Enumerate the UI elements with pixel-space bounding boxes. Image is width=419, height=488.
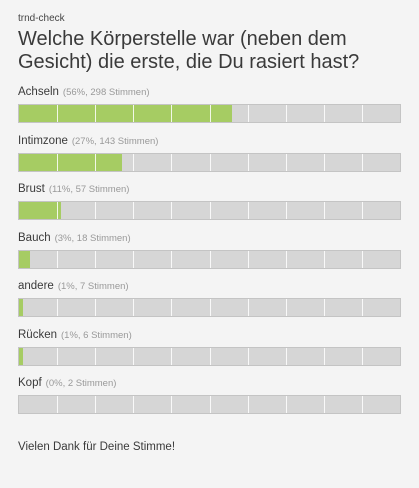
bar-gridline: [95, 396, 97, 413]
option-stats: (27%, 143 Stimmen): [71, 135, 159, 147]
poll-option-andere: andere (1%, 7 Stimmen): [18, 279, 401, 328]
bar-gridline: [95, 250, 97, 268]
bar-gridline: [171, 153, 173, 171]
bar-gridline: [133, 347, 135, 365]
bar-gridline: [285, 153, 287, 171]
bar-gridline: [285, 250, 287, 268]
result-bar-fill: [19, 250, 31, 268]
bar-gridline: [323, 299, 325, 316]
bar-gridline: [361, 396, 363, 413]
thank-you-message: Vielen Dank für Deine Stimme!: [18, 441, 176, 453]
bar-gridline: [247, 299, 249, 316]
result-bar: [18, 201, 401, 220]
bar-gridline: [133, 153, 135, 171]
bar-gridlines: [19, 250, 400, 268]
bar-gridline: [323, 153, 325, 171]
bar-gridline: [323, 250, 325, 268]
bar-gridline: [285, 347, 287, 365]
result-bar-fill: [19, 299, 23, 316]
result-bar: [18, 152, 401, 172]
bar-gridlines: [19, 202, 400, 219]
bar-gridline: [133, 250, 135, 268]
option-label: andere: [18, 280, 54, 292]
result-bar-fill: [19, 153, 122, 171]
bar-gridline: [95, 202, 97, 219]
bar-gridline: [323, 347, 325, 365]
poll-option-brust: Brust (11%, 57 Stimmen): [18, 182, 401, 231]
poll-option-ruecken: Rücken (1%, 6 Stimmen): [18, 328, 401, 377]
poll-option-bauch: Bauch (3%, 18 Stimmen): [18, 231, 401, 280]
result-bar-fill: [19, 105, 233, 122]
bar-gridline: [285, 105, 287, 122]
bar-gridline: [133, 202, 135, 219]
bar-gridline: [209, 347, 211, 365]
option-stats: (0%, 2 Stimmen): [45, 378, 117, 389]
bar-gridline: [133, 299, 135, 316]
option-label: Bauch: [18, 231, 51, 244]
result-bar: [18, 395, 401, 414]
bar-gridline: [247, 396, 249, 413]
option-stats: (1%, 7 Stimmen): [57, 281, 129, 292]
option-stats: (3%, 18 Stimmen): [54, 232, 131, 244]
result-bar: [18, 249, 401, 269]
bar-gridline: [57, 347, 59, 365]
bar-gridline: [171, 202, 173, 219]
bar-gridline: [171, 250, 173, 268]
option-label: Rücken: [18, 328, 57, 341]
bar-gridline: [361, 105, 363, 122]
poll-option-achseln: Achseln (56%, 298 Stimmen): [18, 85, 401, 134]
bar-gridline: [247, 347, 249, 365]
bar-gridline: [57, 250, 59, 268]
bar-gridline: [285, 299, 287, 316]
bar-gridline: [323, 105, 325, 122]
option-stats: (1%, 6 Stimmen): [61, 329, 132, 341]
option-label: Intimzone: [18, 134, 68, 147]
bar-gridline: [133, 396, 135, 413]
bar-gridline: [209, 299, 211, 316]
bar-gridline: [95, 299, 97, 316]
bar-gridline: [171, 299, 173, 316]
bar-gridlines: [19, 396, 400, 413]
option-stats: (56%, 298 Stimmen): [62, 87, 150, 98]
bar-gridline: [285, 396, 287, 413]
bar-gridline: [209, 396, 211, 413]
bar-gridline: [323, 396, 325, 413]
bar-gridline: [95, 347, 97, 365]
option-label: Achseln: [18, 86, 59, 98]
result-bar-fill: [19, 347, 23, 365]
bar-gridline: [209, 202, 211, 219]
bar-gridline: [361, 299, 363, 316]
bar-gridline: [247, 202, 249, 219]
bar-gridline: [361, 153, 363, 171]
bar-gridline: [171, 347, 173, 365]
result-bar: [18, 346, 401, 366]
bar-gridline: [361, 202, 363, 219]
bar-gridline: [285, 202, 287, 219]
bar-gridlines: [19, 347, 400, 365]
poll-source: trnd-check: [18, 13, 65, 24]
bar-gridline: [247, 250, 249, 268]
bar-gridline: [209, 153, 211, 171]
option-label: Kopf: [18, 377, 42, 389]
bar-gridline: [323, 202, 325, 219]
option-stats: (11%, 57 Stimmen): [48, 184, 130, 195]
bar-gridlines: [19, 299, 400, 316]
poll-question: Welche Körperstelle war (neben dem Gesic…: [18, 28, 360, 73]
bar-gridline: [361, 347, 363, 365]
poll-option-kopf: Kopf (0%, 2 Stimmen): [18, 376, 401, 425]
bar-gridline: [171, 396, 173, 413]
bar-gridline: [247, 105, 249, 122]
bar-gridline: [57, 299, 59, 316]
poll-option-intimzone: Intimzone (27%, 143 Stimmen): [18, 134, 401, 183]
bar-gridline: [209, 250, 211, 268]
bar-gridline: [361, 250, 363, 268]
result-bar: [18, 104, 401, 123]
result-bar: [18, 298, 401, 317]
result-bar-fill: [19, 202, 61, 219]
bar-gridline: [247, 153, 249, 171]
option-label: Brust: [18, 183, 45, 195]
poll-results: Achseln (56%, 298 Stimmen) Intimzone (27%,…: [18, 85, 401, 425]
bar-gridline: [57, 396, 59, 413]
